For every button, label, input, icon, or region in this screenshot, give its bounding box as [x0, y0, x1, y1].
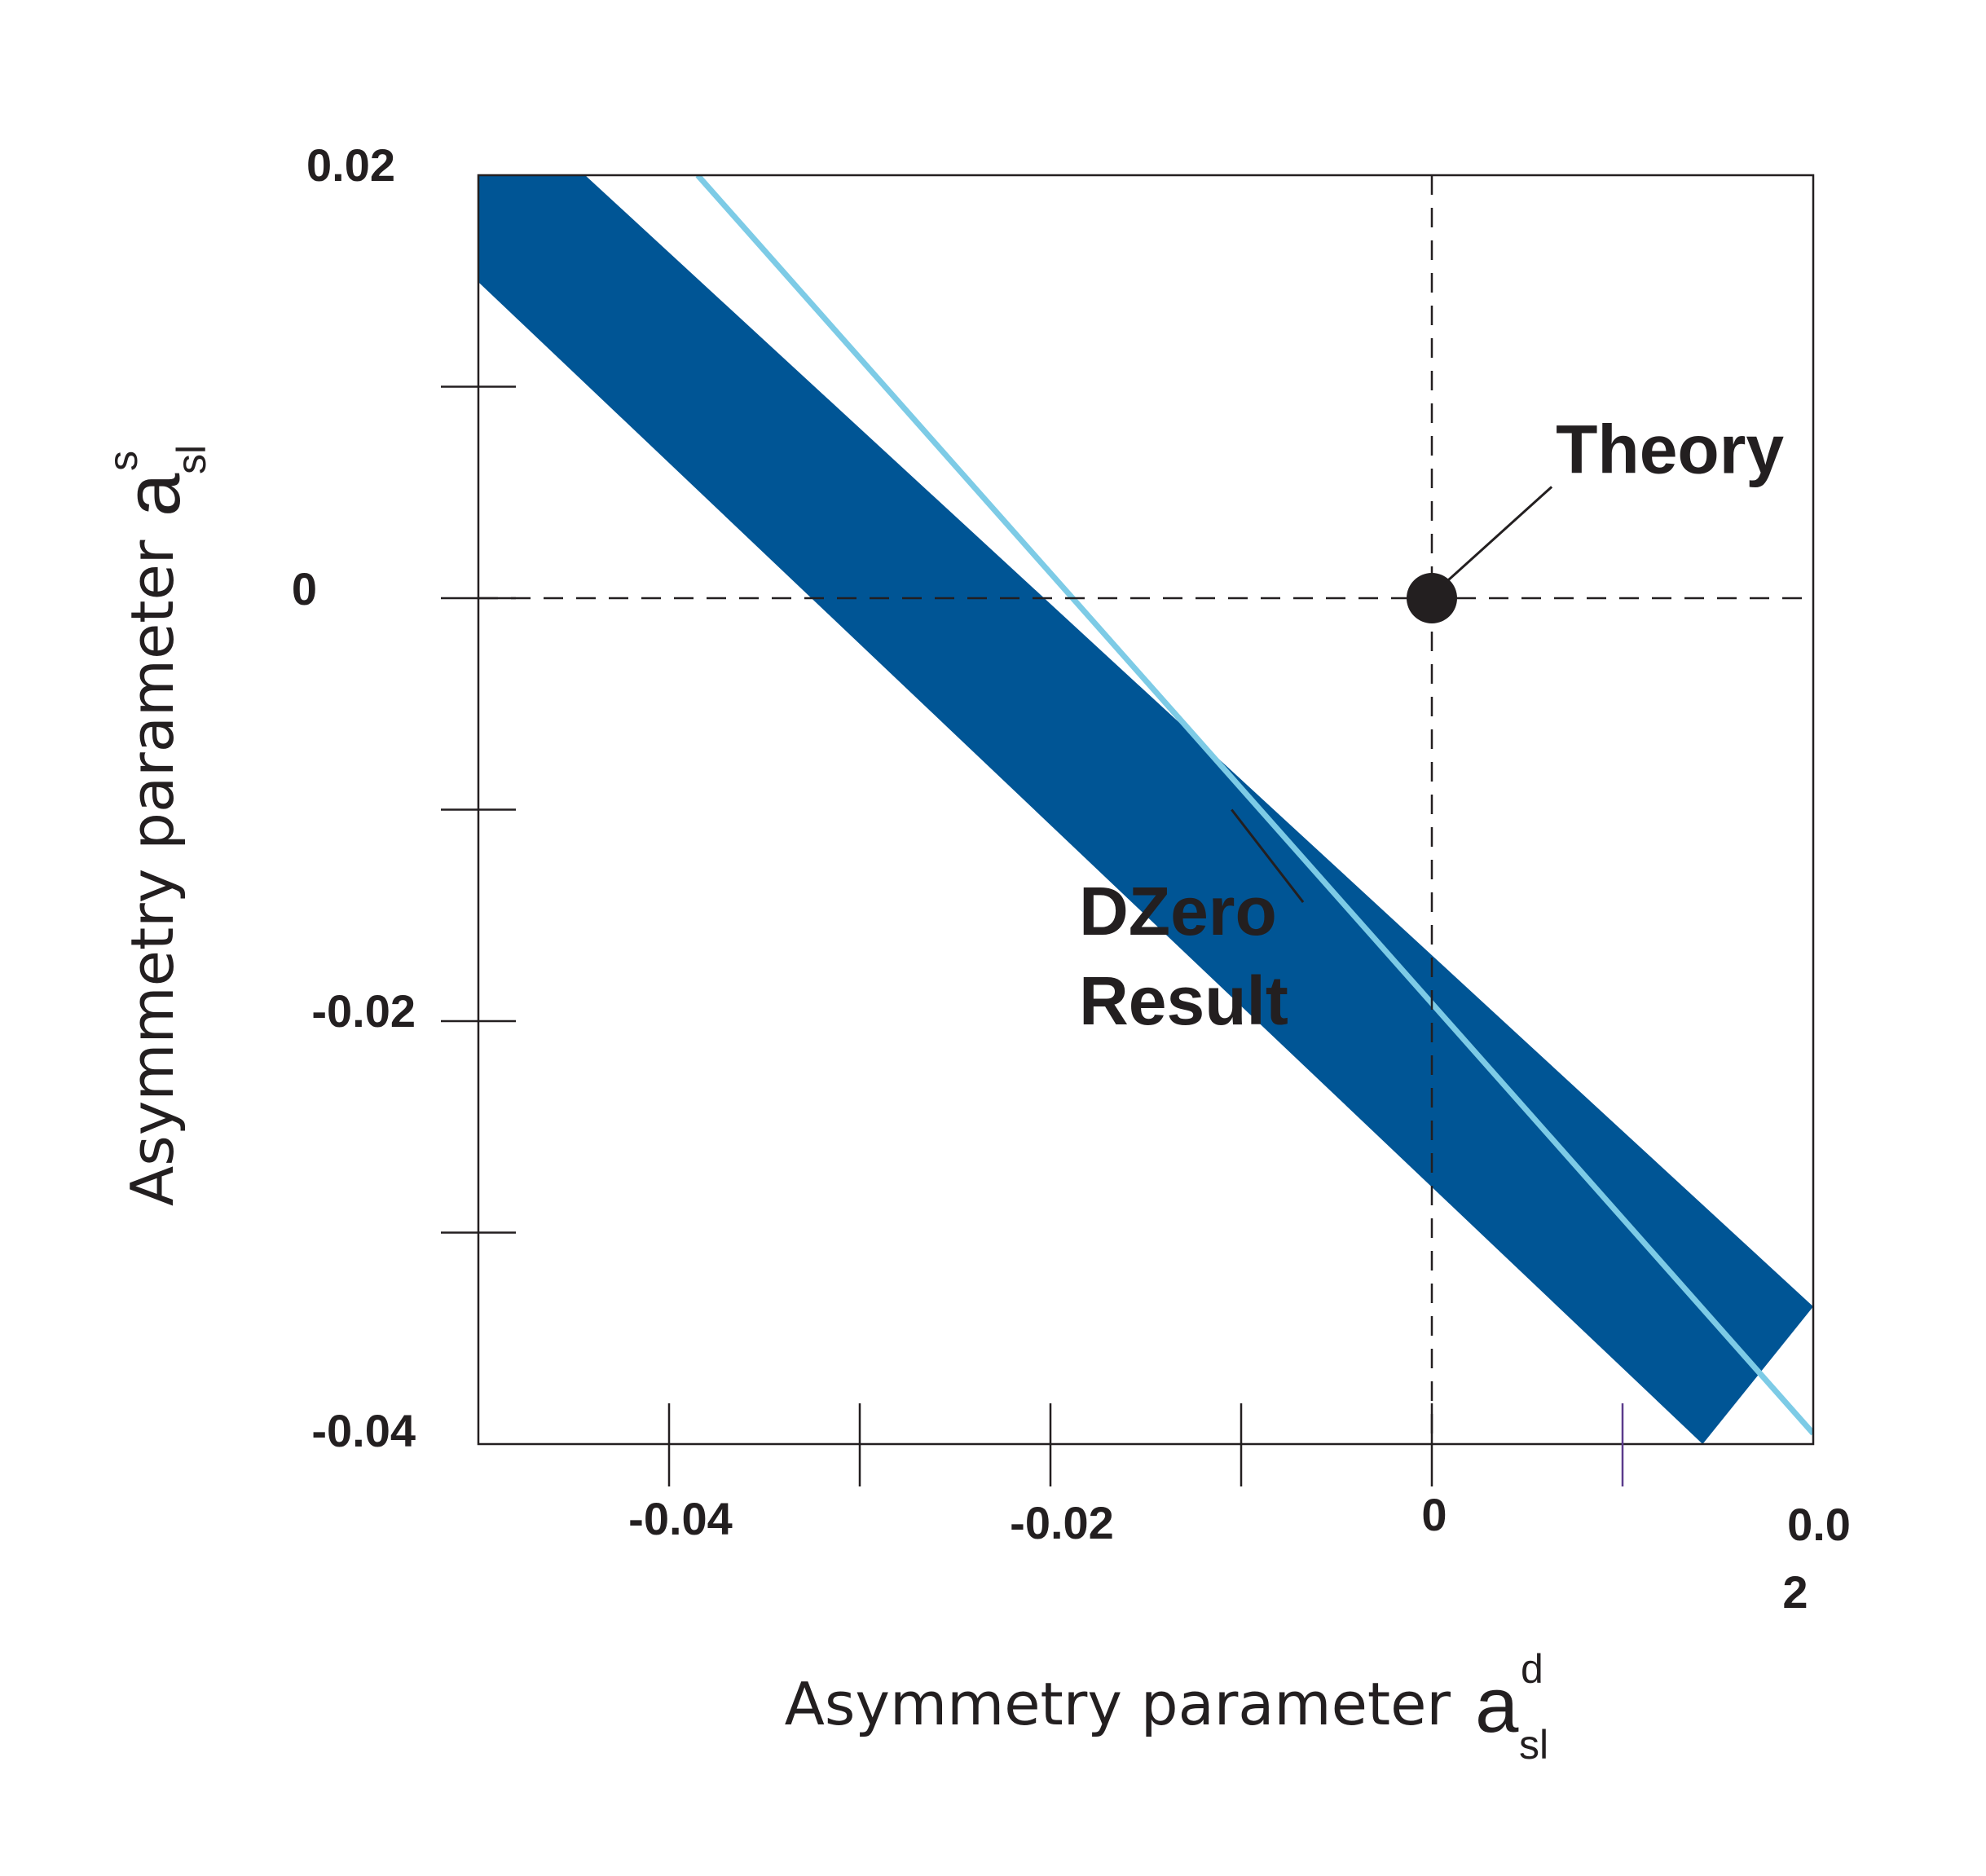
y-axis-symbol-subscript: sl [169, 445, 214, 474]
y-axis-symbol-superscript: s [100, 451, 146, 471]
y-tick-label-0-02: 0.02 [306, 139, 395, 191]
y-axis-symbol: a [109, 473, 196, 517]
dzero-label-line1: DZero [1079, 873, 1277, 949]
x-axis-symbol-superscript: d [1521, 1646, 1543, 1692]
dzero-leader-line [1231, 808, 1305, 903]
y-tick-label-minus-0-02: -0.02 [311, 985, 416, 1037]
y-axis-tick-labels: 0.02 0 -0.02 -0.04 [292, 139, 416, 1456]
y-tick-label-0: 0 [292, 563, 317, 614]
plot-area [478, 175, 1813, 1444]
x-axis-tick-labels: -0.04 -0.02 0 0.0 2 [628, 1489, 1851, 1618]
x-axis-title: Asymmetry parameter a d sl [785, 1646, 1549, 1768]
x-axis-ticks [667, 1403, 1624, 1486]
x-tick-label-0: 0 [1421, 1489, 1447, 1540]
x-axis-symbol-subscript: sl [1519, 1722, 1548, 1768]
x-axis-title-text: Asymmetry parameter [785, 1670, 1451, 1738]
x-axis-symbol: a [1475, 1662, 1519, 1749]
dzero-central-value-line [695, 175, 1813, 1436]
y-axis-ticks [441, 385, 516, 1234]
y-axis-title-text: Asymmetry parameter [118, 539, 187, 1206]
dzero-result-band [478, 175, 1813, 1444]
theory-leader-line [1447, 486, 1553, 582]
theory-point [1407, 573, 1457, 623]
x-tick-label-0-02-line2: 2 [1782, 1566, 1808, 1618]
x-tick-label-minus-0-02: -0.02 [1010, 1497, 1114, 1548]
theory-label: Theory [1556, 411, 1784, 487]
x-tick-label-minus-0-04: -0.04 [628, 1493, 733, 1544]
y-tick-label-minus-0-04: -0.04 [311, 1405, 416, 1456]
x-tick-label-0-02-line1: 0.0 [1787, 1499, 1851, 1550]
dzero-label-line2: Result [1079, 962, 1288, 1039]
y-axis-title: Asymmetry parameter a s sl [100, 445, 214, 1206]
